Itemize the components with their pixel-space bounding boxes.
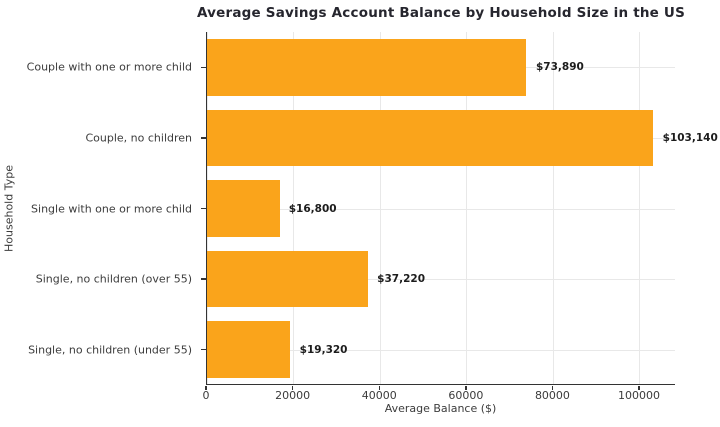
x-gridline xyxy=(639,32,641,384)
y-category-label: Single with one or more child xyxy=(31,202,192,215)
x-gridline xyxy=(466,32,468,384)
bar-3 xyxy=(207,180,280,237)
x-tick-label: 100000 xyxy=(618,389,661,402)
y-category-label: Single, no children (over 55) xyxy=(35,272,192,286)
bar-value-label: $16,800 xyxy=(288,202,337,215)
x-gridline xyxy=(293,32,295,384)
y-category-label: Single, no children (under 55) xyxy=(28,343,192,357)
chart-title: Average Savings Account Balance by House… xyxy=(196,5,685,21)
x-tick-mark xyxy=(378,386,380,390)
y-gridline xyxy=(207,349,675,351)
y-category-label: Couple, no children xyxy=(85,131,192,145)
y-gridline xyxy=(207,279,675,281)
y-tick-mark xyxy=(201,137,206,139)
x-tick-label: 40000 xyxy=(361,389,397,402)
y-gridline xyxy=(207,208,675,210)
x-tick-label: 60000 xyxy=(448,389,484,402)
bar-value-label: $103,140 xyxy=(662,131,718,144)
bar-value-label: $37,220 xyxy=(377,273,425,286)
y-tick-mark xyxy=(201,207,206,210)
bar-5 xyxy=(207,321,291,378)
bar-value-label: $73,890 xyxy=(535,61,584,74)
bar-1 xyxy=(207,39,527,96)
y-tick-mark xyxy=(201,349,206,351)
bar-4 xyxy=(207,250,368,308)
x-gridline xyxy=(379,32,381,384)
x-axis-title: Average Balance ($) xyxy=(384,402,497,415)
bar-2 xyxy=(207,109,653,167)
x-tick-label: 80000 xyxy=(534,389,570,402)
y-category-label: Couple with one or more child xyxy=(26,60,192,74)
x-gridline xyxy=(552,32,554,384)
y-tick-mark xyxy=(201,66,206,68)
x-tick-mark xyxy=(465,386,467,390)
x-tick-label: 0 xyxy=(202,389,210,402)
y-tick-mark xyxy=(201,278,206,280)
x-tick-mark xyxy=(551,386,554,390)
bar-value-label: $19,320 xyxy=(299,343,348,356)
plot-area xyxy=(206,32,675,385)
x-tick-mark xyxy=(291,386,294,390)
x-tick-mark xyxy=(638,386,640,390)
x-tick-label: 20000 xyxy=(275,389,311,402)
x-tick-mark xyxy=(205,386,207,390)
